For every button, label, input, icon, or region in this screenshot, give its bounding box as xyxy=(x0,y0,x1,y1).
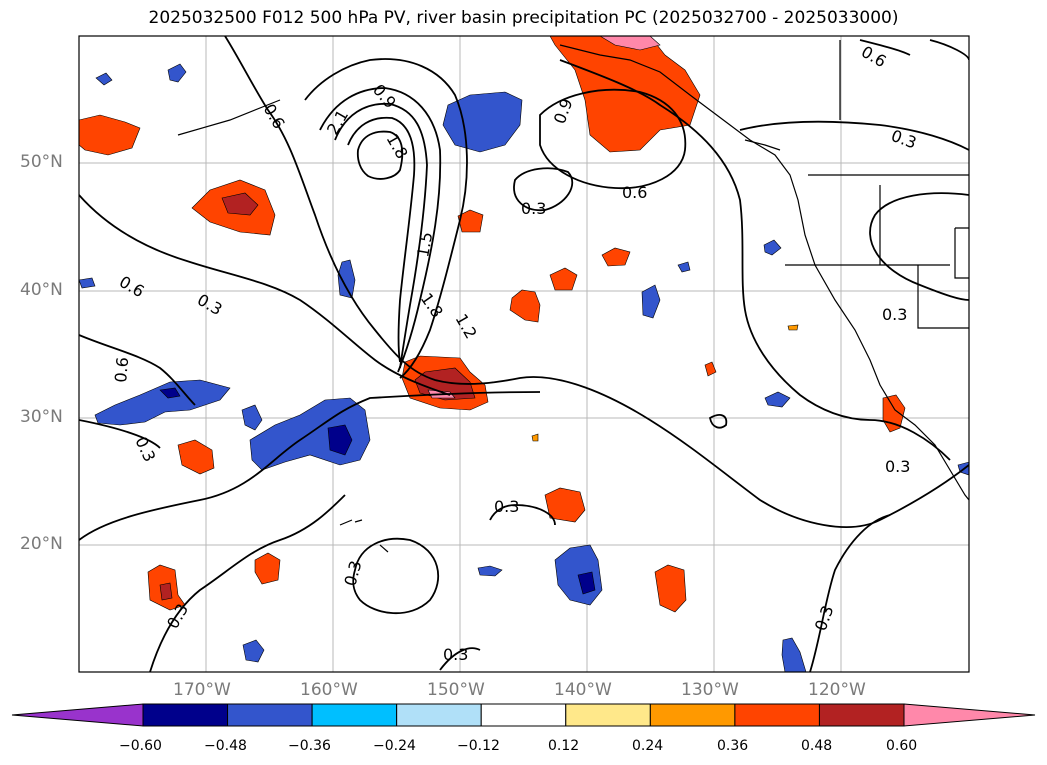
lon-label: 120°W xyxy=(808,680,866,700)
coastlines xyxy=(177,40,969,553)
colorbar-tick-label: −0.60 xyxy=(119,738,162,754)
contour-label: 0.3 xyxy=(882,305,907,324)
lon-label: 160°W xyxy=(300,680,358,700)
colorbar-tick-label: 0.36 xyxy=(717,738,749,754)
lat-label: 30°N xyxy=(20,407,63,427)
colorbar-tick-label: 0.12 xyxy=(548,738,580,754)
contour-label: 0.9 xyxy=(369,80,400,112)
colorbar-tick-label: −0.12 xyxy=(457,738,500,754)
map-frame xyxy=(78,35,970,673)
colorbar-tick-label: −0.24 xyxy=(373,738,416,754)
colorbar-tick-label: −0.36 xyxy=(288,738,331,754)
contour-label: 0.6 xyxy=(111,356,132,383)
contour-label: 0.3 xyxy=(131,434,159,465)
colorbar-segment xyxy=(227,703,313,727)
lat-label: 20°N xyxy=(20,534,63,554)
lon-label: 130°W xyxy=(681,680,739,700)
colorbar-tick-label: 0.48 xyxy=(801,738,833,754)
contour-label: 0.3 xyxy=(443,645,468,664)
contour-label: 1.8 xyxy=(383,131,412,163)
colorbar-segment xyxy=(649,703,736,727)
colorbar-tick-label: −0.48 xyxy=(204,738,247,754)
contour-label: 0.6 xyxy=(622,183,647,202)
contour-label: 0.3 xyxy=(885,457,910,476)
colorbar-segment xyxy=(311,703,398,727)
colorbar-segment xyxy=(142,703,229,727)
contour-label: 0.9 xyxy=(550,96,577,126)
lat-label: 40°N xyxy=(20,280,63,300)
precip-shading xyxy=(79,36,969,672)
lat-label: 50°N xyxy=(20,152,63,172)
contour-label: 0.3 xyxy=(521,199,546,218)
lon-label: 140°W xyxy=(554,680,612,700)
map-title: 2025032500 F012 500 hPa PV, river basin … xyxy=(148,8,899,28)
colorbar-segment xyxy=(480,703,567,727)
colorbar-tick-label: 0.60 xyxy=(886,738,918,754)
contour-label: 0.3 xyxy=(494,497,519,516)
colorbar xyxy=(11,703,1036,727)
contour-label: 0.3 xyxy=(889,126,919,153)
lon-label: 150°W xyxy=(427,680,485,700)
colorbar-segment xyxy=(565,703,651,727)
colorbar-tick-label: 0.24 xyxy=(632,738,664,754)
contour-label: 1.2 xyxy=(452,311,481,343)
colorbar-segment xyxy=(734,703,820,727)
gridlines xyxy=(79,36,969,672)
colorbar-extend-low xyxy=(11,703,144,727)
contour-label: 2.1 xyxy=(323,106,352,138)
contour-label: 0.3 xyxy=(194,290,226,319)
contour-label: 0.6 xyxy=(116,272,148,301)
contour-label: 0.6 xyxy=(260,101,289,133)
contour-labels: 0.6 0.9 2.1 1.8 1.5 1.8 1.2 0.9 0.6 0.3 … xyxy=(111,42,919,664)
colorbar-segment xyxy=(396,703,482,727)
contour-label: 0.3 xyxy=(811,603,838,633)
colorbar-segment xyxy=(818,703,905,727)
lon-label: 170°W xyxy=(173,680,231,700)
colorbar-extend-high xyxy=(903,703,1036,727)
contour-label: 1.5 xyxy=(413,230,436,258)
contour-label: 0.3 xyxy=(341,559,366,589)
pv-contours xyxy=(79,36,969,672)
